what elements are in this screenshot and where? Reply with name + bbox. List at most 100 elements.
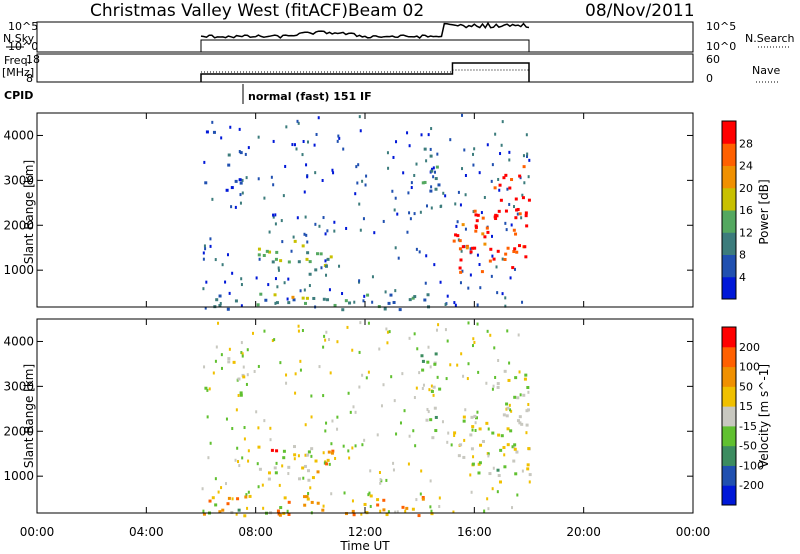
data-cell [247,490,250,494]
data-cell [232,360,236,364]
data-cell [225,417,228,421]
data-cell [341,308,345,312]
data-cell [461,245,465,249]
data-cell [516,419,520,423]
data-cell [203,160,206,164]
data-cell [425,204,428,208]
data-cell [429,365,432,369]
data-cell [361,373,364,377]
data-cell [382,383,385,387]
data-cell [478,427,482,431]
data-cell [442,191,445,195]
data-cell [505,402,509,406]
data-cell [367,493,370,497]
data-cell [209,237,212,241]
data-cell [476,303,479,307]
data-cell [518,415,522,419]
data-cell [306,175,309,179]
data-cell [293,453,297,457]
data-cell [421,497,425,501]
data-cell [231,271,234,275]
data-cell [356,181,359,185]
data-cell [434,352,438,356]
data-cell [528,480,531,484]
data-cell [316,470,320,474]
data-cell [486,230,490,234]
data-cell [510,178,514,182]
data-cell [267,471,271,475]
data-cell [277,268,280,272]
data-cell [358,350,361,354]
data-cell [318,365,321,369]
data-cell [325,273,328,277]
data-cell [504,221,507,225]
data-cell [275,250,279,254]
data-cell [392,300,396,304]
data-cell [423,180,427,184]
data-cell [348,301,352,305]
data-cell [399,421,402,425]
data-cell [409,217,412,221]
colorbar-swatch [722,425,736,447]
data-cell [470,490,473,494]
data-cell [430,389,434,393]
data-cell [436,152,439,156]
data-cell [385,513,389,517]
data-cell [490,274,493,278]
data-cell [325,421,328,425]
data-cell [275,301,279,305]
data-cell [332,171,335,175]
data-cell [410,186,413,190]
data-cell [236,497,240,501]
data-cell [259,292,263,296]
data-cell [241,456,244,460]
data-cell [326,298,330,302]
data-cell [371,300,374,304]
data-cell [240,277,243,281]
data-cell [471,428,474,432]
ytick-label: 4000 [3,128,34,142]
data-cell [477,462,481,466]
data-cell [226,253,229,257]
colorbar-swatch [722,346,736,368]
data-cell [472,337,475,341]
data-cell [299,289,302,293]
data-cell [423,147,427,151]
data-cell [267,283,270,287]
data-cell [306,453,310,457]
data-cell [257,426,260,430]
colorbar-swatch [722,143,736,166]
data-cell [293,143,296,147]
data-cell [214,359,217,363]
data-cell [331,449,335,453]
data-cell [518,370,521,374]
data-cell [396,510,399,514]
data-cell [476,253,479,257]
data-cell [348,456,351,460]
data-cell [492,257,496,261]
power-panel [202,113,531,312]
colorbar-swatch [722,465,736,486]
data-cell [379,481,382,485]
data-cell [336,340,339,344]
data-cell [472,210,475,214]
data-cell [453,434,456,438]
data-cell [459,258,463,262]
nsky-tick-bottom: 10^0 [8,40,38,53]
data-cell [310,394,313,398]
data-cell [432,166,435,170]
data-cell [515,450,519,454]
data-cell [415,498,418,502]
data-cell [240,341,243,345]
data-cell [262,253,266,257]
data-cell [508,150,511,154]
data-cell [407,191,410,195]
data-cell [505,228,508,232]
data-cell [470,447,474,451]
data-cell [473,414,477,418]
data-cell [520,422,524,426]
colorbar-swatch [722,165,736,189]
data-cell [243,426,246,430]
data-cell [456,234,460,238]
